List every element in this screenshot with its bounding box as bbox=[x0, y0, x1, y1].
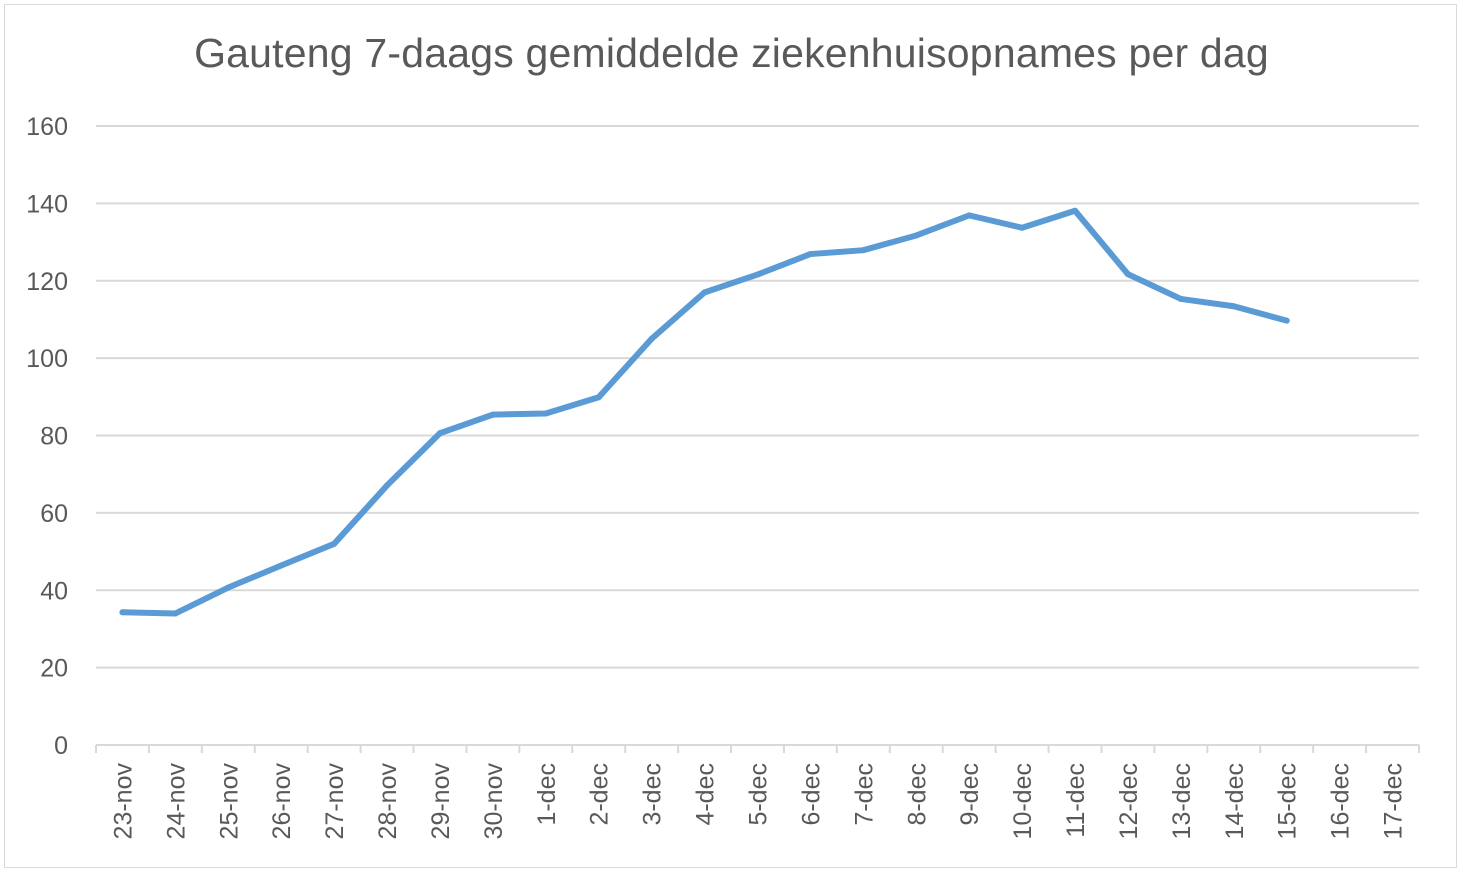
y-tick-label: 20 bbox=[40, 655, 68, 683]
x-tick-label: 26-nov bbox=[268, 763, 296, 840]
x-tick-label: 16-dec bbox=[1327, 763, 1355, 839]
data-point bbox=[1019, 224, 1026, 231]
x-tick-label: 5-dec bbox=[745, 763, 773, 826]
data-point bbox=[1124, 271, 1131, 278]
x-tick-label: 25-nov bbox=[215, 763, 243, 840]
x-tick-label: 24-nov bbox=[162, 763, 190, 840]
x-axis: 23-nov 24-nov 25-nov 26-nov 27-nov 28-nov 29-n… bbox=[95, 744, 1420, 840]
x-tick-label: 28-nov bbox=[374, 763, 402, 840]
data-point bbox=[278, 562, 285, 569]
x-tick-label: 4-dec bbox=[692, 763, 720, 826]
data-point bbox=[860, 247, 867, 254]
x-tick-label: 11-dec bbox=[1062, 763, 1090, 838]
data-point bbox=[595, 394, 602, 401]
x-tick-label: 13-dec bbox=[1168, 763, 1196, 839]
y-axis: 0 20 40 60 80 100 120 140 160 bbox=[26, 113, 68, 760]
x-tick-label: 10-dec bbox=[1009, 763, 1037, 839]
x-tick-label: 17-dec bbox=[1380, 763, 1408, 839]
x-tick-label: 30-nov bbox=[480, 763, 508, 840]
data-point bbox=[489, 411, 496, 418]
x-tick-label: 9-dec bbox=[956, 763, 984, 826]
data-point bbox=[1283, 317, 1290, 324]
y-tick-label: 0 bbox=[54, 732, 68, 760]
data-point bbox=[1230, 303, 1237, 310]
x-tick-label: 14-dec bbox=[1221, 763, 1249, 839]
data-point bbox=[542, 410, 549, 417]
data-point bbox=[1177, 295, 1184, 302]
data-point bbox=[119, 609, 126, 616]
data-point bbox=[1072, 207, 1079, 214]
data-point bbox=[436, 430, 443, 437]
data-point bbox=[331, 540, 338, 547]
y-tick-label: 40 bbox=[40, 577, 68, 605]
x-tick-label: 3-dec bbox=[639, 763, 667, 826]
data-point bbox=[913, 232, 920, 239]
y-tick-label: 80 bbox=[40, 423, 68, 451]
data-point bbox=[384, 482, 391, 489]
y-tick-label: 160 bbox=[26, 113, 68, 141]
data-point bbox=[701, 289, 708, 296]
data-point bbox=[807, 251, 814, 258]
data-point bbox=[754, 271, 761, 278]
y-tick-label: 60 bbox=[40, 500, 68, 528]
x-tick-label: 15-dec bbox=[1274, 763, 1302, 839]
x-tick-label: 8-dec bbox=[903, 763, 931, 826]
x-tick-label: 2-dec bbox=[586, 763, 614, 826]
x-tick-label: 27-nov bbox=[321, 763, 349, 840]
x-tick-label: 12-dec bbox=[1115, 763, 1143, 839]
data-point bbox=[225, 584, 232, 591]
x-tick-label: 29-nov bbox=[427, 763, 455, 840]
y-tick-label: 140 bbox=[26, 190, 68, 218]
data-point bbox=[648, 335, 655, 342]
x-tick-label: 1-dec bbox=[533, 763, 561, 826]
series bbox=[119, 207, 1290, 617]
series-line bbox=[119, 207, 1290, 617]
chart-title: Gauteng 7-daags gemiddelde ziekenhuisopn… bbox=[194, 30, 1269, 76]
data-point bbox=[966, 212, 973, 219]
data-point bbox=[172, 610, 179, 617]
x-tick-label: 23-nov bbox=[109, 763, 137, 840]
gridlines bbox=[96, 125, 1419, 669]
x-tick-label: 7-dec bbox=[850, 763, 878, 826]
y-tick-label: 100 bbox=[26, 345, 68, 373]
x-tick-label: 6-dec bbox=[797, 763, 825, 826]
y-tick-label: 120 bbox=[26, 268, 68, 296]
